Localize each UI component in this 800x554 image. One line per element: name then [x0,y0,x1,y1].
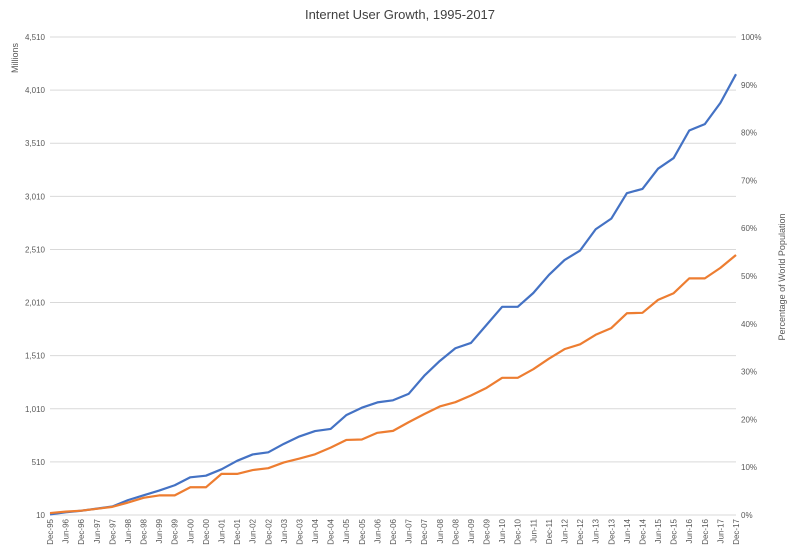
gridlines [50,36,736,516]
x-tick-label: Jun-10 [498,518,507,543]
y-tick-label: 3,510 [25,139,46,148]
x-tick-label: Jun-05 [342,518,351,543]
y2-tick-label: 80% [741,129,757,138]
y2-tick-label: 70% [741,176,757,185]
x-tick-label: Dec-14 [638,518,647,544]
y2-tick-label: 30% [741,368,757,377]
x-tick-label: Dec-16 [701,518,710,544]
y2-tick-label: 90% [741,81,757,90]
x-tick-label: Jun-00 [186,518,195,543]
x-tick-label: Jun-11 [529,518,538,542]
x-tick-label: Dec-02 [264,518,273,544]
y2-tick-label: 20% [741,415,757,424]
y-tick-label: 510 [32,458,46,467]
y2-tick-label: 50% [741,272,757,281]
x-tick-label: Dec-17 [732,518,741,544]
y2-tick-label: 100% [741,33,761,42]
x-tick-label: Dec-99 [171,518,180,544]
x-tick-label: Jun-99 [155,518,164,543]
y-tick-label: 1,510 [25,352,46,361]
x-tick-label: Jun-02 [249,518,258,543]
series-line-1 [49,73,737,516]
x-tick-label: Jun-14 [623,518,632,543]
x-tick-label: Jun-07 [405,518,414,543]
series-line-2 [49,254,737,515]
y-tick-label: 1,010 [25,405,46,414]
y-axis-title: Millions [10,43,20,74]
x-tick-label: Dec-05 [358,518,367,544]
x-tick-label: Dec-03 [295,518,304,544]
y2-axis-ticks: 0% 10% 20% 30% 40% 50% 60% 70% 80% 90% 100% [741,33,761,520]
x-tick-label: Dec-06 [389,518,398,544]
x-tick-label: Dec-10 [514,518,523,544]
x-tick-label: Dec-15 [670,518,679,544]
y2-tick-label: 10% [741,463,757,472]
x-tick-label: Dec-96 [77,518,86,544]
chart-title: Internet User Growth, 1995-2017 [305,7,495,22]
series-lines [49,73,737,516]
y-tick-label: 3,010 [25,192,46,201]
x-tick-label: Jun-04 [311,518,320,543]
y2-axis-title: Percentage of World Population [777,214,787,341]
x-tick-label: Jun-12 [561,518,570,543]
x-tick-label: Dec-13 [607,518,616,544]
x-tick-label: Dec-11 [545,518,554,544]
y-tick-label: 10 [36,511,45,520]
x-tick-label: Dec-04 [327,518,336,544]
y-tick-label: 4,510 [25,33,46,42]
x-axis-ticks: Dec-95 Jun-96 Dec-96 Jun-97 Dec-97 Jun-98 Dec-… [46,518,741,544]
x-tick-label: Dec-08 [451,518,460,544]
x-tick-label: Dec-07 [420,518,429,544]
x-tick-label: Dec-95 [46,518,55,544]
x-tick-label: Jun-97 [93,518,102,543]
x-tick-label: Jun-06 [373,518,382,543]
x-tick-label: Jun-08 [436,518,445,543]
x-tick-label: Dec-01 [233,518,242,544]
x-tick-label: Jun-98 [124,518,133,543]
x-tick-label: Jun-03 [280,518,289,543]
y-tick-label: 2,510 [25,245,46,254]
x-tick-label: Jun-17 [716,518,725,543]
y2-tick-label: 40% [741,320,757,329]
x-tick-label: Jun-01 [218,518,227,543]
x-tick-label: Dec-98 [140,518,149,544]
y-tick-label: 4,010 [25,86,46,95]
x-tick-label: Dec-12 [576,518,585,544]
x-tick-label: Jun-13 [592,518,601,543]
y2-tick-label: 0% [741,511,753,520]
x-tick-label: Jun-15 [654,518,663,543]
y-axis-ticks: 10 510 1,010 1,510 2,010 2,510 3,010 3,510 4,010… [25,33,46,520]
x-tick-label: Dec-97 [108,518,117,544]
y2-tick-label: 60% [741,224,757,233]
x-tick-label: Jun-16 [685,518,694,543]
x-tick-label: Jun-09 [467,518,476,543]
x-tick-label: Dec-09 [483,518,492,544]
x-tick-label: Jun-96 [62,518,71,543]
y-tick-label: 2,010 [25,299,46,308]
x-tick-label: Dec-00 [202,518,211,544]
